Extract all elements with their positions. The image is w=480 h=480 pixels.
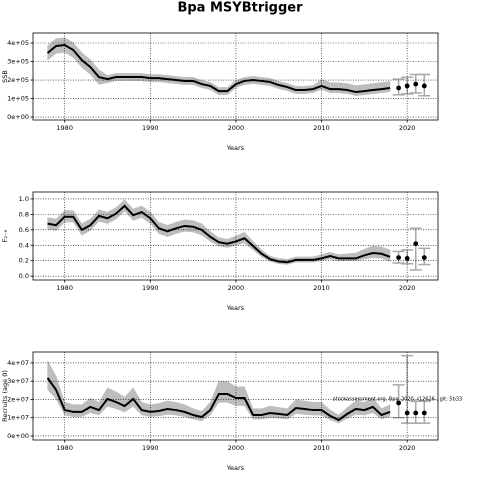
x-tick-label: 2020 — [399, 444, 416, 452]
plot-frame — [32, 191, 439, 281]
x-tick-label: 2020 — [399, 124, 416, 132]
chart-title: Bpa MSYBtrigger — [177, 1, 303, 16]
estimate-line — [46, 377, 391, 422]
y-axis-label: F₂₋₆ — [1, 229, 9, 242]
point — [421, 410, 427, 416]
y-tick-label: 0.8 — [19, 210, 29, 218]
confidence-band — [355, 84, 365, 96]
confidence-band — [312, 402, 322, 416]
point — [404, 255, 410, 261]
x-tick-label: 2010 — [313, 444, 330, 452]
annotation: stockassessment.org, Bpa_2020, r12626 , … — [333, 397, 462, 403]
confidence-band — [338, 253, 348, 261]
y-tick-label: 1e+07 — [7, 414, 29, 422]
x-tick-label: 1980 — [56, 124, 73, 132]
plot-area — [46, 37, 431, 97]
x-axis-label: Years — [226, 464, 245, 472]
x-axis-label: Years — [226, 144, 245, 152]
point — [421, 255, 427, 261]
y-tick-label: 0e+00 — [7, 113, 29, 121]
x-tick-label: 2010 — [313, 124, 330, 132]
point — [413, 410, 419, 416]
x-axis-label: Years — [226, 304, 245, 312]
y-tick-label: 4e+05 — [7, 39, 29, 47]
confidence-band — [338, 82, 348, 94]
y-axis-label: SSB — [1, 70, 9, 83]
confidence-band — [235, 386, 245, 406]
confidence-band — [73, 404, 83, 417]
plot-area — [46, 354, 431, 424]
y-tick-label: 0.2 — [19, 257, 29, 265]
y-tick-label: 1.0 — [19, 195, 29, 203]
y-tick-label: 0e+00 — [7, 432, 29, 440]
confidence-band — [347, 252, 357, 261]
x-tick-label: 2000 — [228, 284, 245, 292]
x-tick-label: 1990 — [142, 444, 159, 452]
confidence-band — [355, 400, 365, 416]
y-tick-label: 2e+07 — [7, 395, 29, 403]
x-tick-label: 2020 — [399, 284, 416, 292]
confidence-band — [252, 408, 262, 420]
confidence-band — [167, 400, 177, 416]
confidence-band — [150, 403, 160, 417]
plot-area — [47, 199, 431, 271]
point — [421, 83, 427, 89]
plot-frame — [32, 32, 439, 121]
confidence-band — [304, 400, 314, 416]
x-tick-label: 2000 — [228, 444, 245, 452]
y-tick-label: 3e+05 — [7, 58, 29, 66]
y-tick-label: 4e+07 — [7, 359, 29, 367]
point — [413, 81, 419, 87]
y-tick-label: 2e+05 — [7, 76, 29, 84]
x-tick-label: 1990 — [142, 284, 159, 292]
point — [413, 241, 419, 247]
confidence-band — [372, 82, 382, 94]
x-tick-label: 1980 — [56, 284, 73, 292]
confidence-band — [329, 82, 339, 93]
confidence-band — [107, 387, 117, 410]
point — [396, 255, 402, 261]
x-tick-label: 2010 — [313, 284, 330, 292]
y-tick-label: 0.0 — [19, 272, 29, 280]
y-tick-label: 3e+07 — [7, 377, 29, 385]
confidence-band — [295, 399, 305, 415]
y-tick-label: 1e+05 — [7, 95, 29, 103]
y-axis-label: Recruits (age 0) — [1, 370, 9, 422]
y-tick-label: 0.6 — [19, 226, 29, 234]
point — [396, 400, 402, 406]
x-tick-label: 2000 — [228, 124, 245, 132]
estimate-line — [47, 204, 391, 264]
y-tick-label: 0.4 — [19, 241, 29, 249]
plot-frame — [32, 351, 439, 441]
x-tick-label: 1990 — [142, 124, 159, 132]
x-tick-label: 1980 — [56, 444, 73, 452]
estimate-line — [46, 44, 391, 94]
point — [396, 85, 402, 91]
